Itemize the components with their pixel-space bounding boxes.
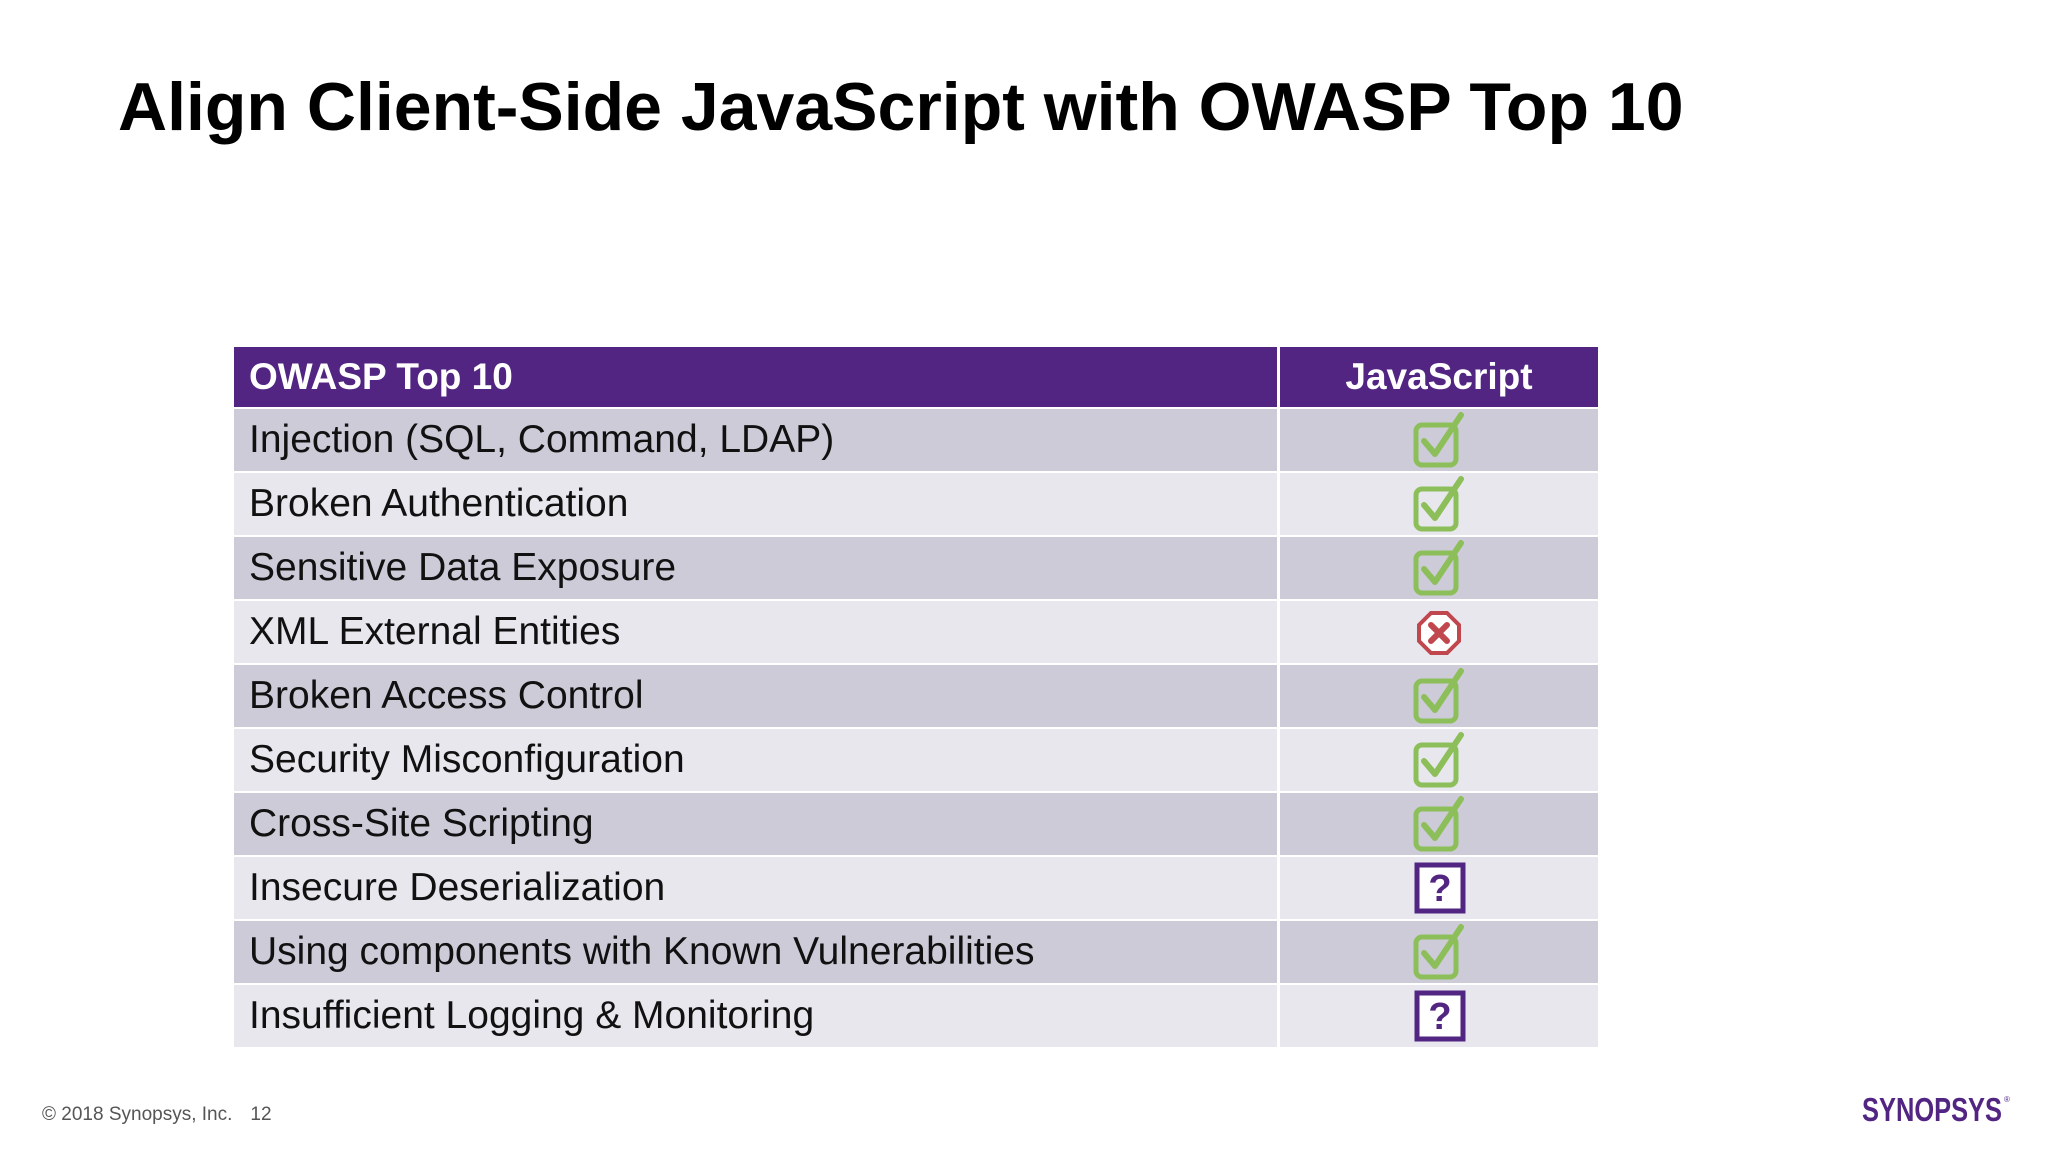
checkbox-check-icon (1413, 796, 1464, 852)
svg-text:®: ® (2004, 1095, 2010, 1104)
table-row: Broken Access Control (234, 663, 1598, 727)
row-topic: Cross-Site Scripting (234, 793, 1280, 855)
row-topic: XML External Entities (234, 601, 1280, 663)
stop-cross-icon (1417, 611, 1461, 655)
row-javascript-status (1280, 409, 1598, 471)
checkbox-check-icon (1413, 412, 1464, 468)
checkbox-check-icon (1413, 732, 1464, 788)
row-topic: Security Misconfiguration (234, 729, 1280, 791)
table-row: Sensitive Data Exposure (234, 535, 1598, 599)
row-topic: Broken Access Control (234, 665, 1280, 727)
row-topic: Injection (SQL, Command, LDAP) (234, 409, 1280, 471)
page-number: 12 (250, 1104, 272, 1125)
row-javascript-status: ? (1280, 985, 1598, 1047)
table-row: Insufficient Logging & Monitoring? (234, 983, 1598, 1047)
row-topic: Sensitive Data Exposure (234, 537, 1280, 599)
header-javascript: JavaScript (1345, 356, 1533, 397)
row-topic: Insufficient Logging & Monitoring (234, 985, 1280, 1047)
table-row: Security Misconfiguration (234, 727, 1598, 791)
question-box-icon: ? (1414, 862, 1466, 914)
row-javascript-status (1280, 473, 1598, 535)
table-row: Using components with Known Vulnerabilit… (234, 919, 1598, 983)
svg-text:?: ? (1428, 996, 1451, 1038)
checkbox-check-icon (1413, 924, 1464, 980)
header-owasp: OWASP Top 10 (234, 347, 1280, 407)
svg-text:?: ? (1428, 868, 1451, 910)
copyright: © 2018 Synopsys, Inc. (42, 1104, 233, 1125)
checkbox-check-icon (1413, 540, 1464, 596)
table-row: Cross-Site Scripting (234, 791, 1598, 855)
checkbox-check-icon (1413, 668, 1464, 724)
table-row: XML External Entities (234, 599, 1598, 663)
row-javascript-status (1280, 921, 1598, 983)
table-row: Injection (SQL, Command, LDAP) (234, 407, 1598, 471)
synopsys-logo: SYNOPSYS ® (1862, 1091, 2010, 1128)
slide-title: Align Client-Side JavaScript with OWASP … (118, 69, 1684, 145)
table-row: Insecure Deserialization? (234, 855, 1598, 919)
footer: © 2018 Synopsys, Inc. 12 (42, 1104, 272, 1126)
question-box-icon: ? (1414, 990, 1466, 1042)
row-javascript-status (1280, 601, 1598, 663)
table-header-row: OWASP Top 10 JavaScript (234, 347, 1598, 407)
row-javascript-status: ? (1280, 857, 1598, 919)
row-topic: Insecure Deserialization (234, 857, 1280, 919)
row-topic: Broken Authentication (234, 473, 1280, 535)
checkbox-check-icon (1413, 476, 1464, 532)
row-javascript-status (1280, 665, 1598, 727)
row-topic: Using components with Known Vulnerabilit… (234, 921, 1280, 983)
table-row: Broken Authentication (234, 471, 1598, 535)
row-javascript-status (1280, 537, 1598, 599)
row-javascript-status (1280, 729, 1598, 791)
owasp-table: OWASP Top 10 JavaScript Injection (SQL, … (234, 347, 1598, 1047)
row-javascript-status (1280, 793, 1598, 855)
logo-text: SYNOPSYS (1862, 1091, 2002, 1128)
